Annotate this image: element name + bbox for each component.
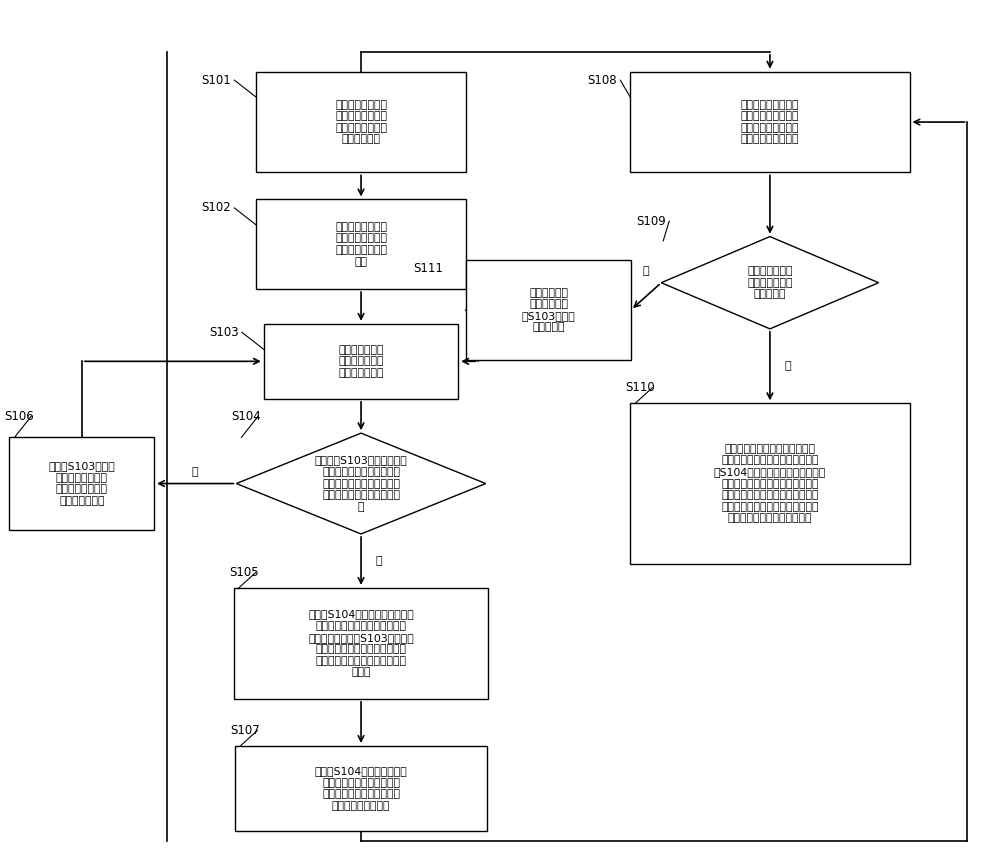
Text: S111: S111 bbox=[413, 262, 443, 275]
Text: S103: S103 bbox=[209, 326, 239, 339]
Polygon shape bbox=[661, 236, 879, 329]
Text: 将步骤S104对应的一条候选路线
的另一个端点加入待遍历节点缓
存空间，并将步骤S103搜索到的
不在所述对应的一条候选路线上
的空闭栅格点加入待遍历节点缓
存: 将步骤S104对应的一条候选路线 的另一个端点加入待遍历节点缓 存空间，并将步骤… bbox=[308, 609, 414, 677]
FancyBboxPatch shape bbox=[630, 72, 910, 172]
Text: S105: S105 bbox=[229, 566, 259, 579]
Text: 从所述的待遍历节点
缓存空间内选择出路
径代价和值最小的节
点作为下一个父节点: 从所述的待遍历节点 缓存空间内选择出路 径代价和值最小的节 点作为下一个父节点 bbox=[741, 99, 799, 145]
FancyBboxPatch shape bbox=[264, 324, 458, 399]
Text: S107: S107 bbox=[230, 724, 260, 737]
Text: S101: S101 bbox=[202, 74, 231, 86]
Text: 在栅格地图中设置
导航起点和导航终
点，并创建待遍历
节点缓存空间: 在栅格地图中设置 导航起点和导航终 点，并创建待遍历 节点缓存空间 bbox=[335, 99, 387, 145]
FancyBboxPatch shape bbox=[630, 403, 910, 564]
FancyBboxPatch shape bbox=[235, 746, 487, 831]
Text: 将导航起点设置为
当前父节点，并加
入待遍历节点缓存
空间: 将导航起点设置为 当前父节点，并加 入待遍历节点缓存 空间 bbox=[335, 222, 387, 267]
FancyBboxPatch shape bbox=[234, 588, 488, 698]
Text: S109: S109 bbox=[636, 215, 666, 228]
Text: 判断所述下一个
父节点是否为所
述导航终点: 判断所述下一个 父节点是否为所 述导航终点 bbox=[747, 266, 793, 300]
FancyBboxPatch shape bbox=[9, 437, 154, 530]
Text: 将步骤S103在邻域
搜索到的空闭栅格
点加入所述待遍历
节点缓存空间内: 将步骤S103在邻域 搜索到的空闭栅格 点加入所述待遍历 节点缓存空间内 bbox=[48, 461, 115, 506]
Text: 以当前父节点为
中心在栅格地图
中进行邻域搜索: 以当前父节点为 中心在栅格地图 中进行邻域搜索 bbox=[338, 345, 384, 378]
Text: S108: S108 bbox=[588, 74, 617, 86]
Text: 判断步骤S103在邻域搜索到
的子节点是否属于预先搜索
出的候选路线坐标集合内对
应的一条候选路线的一个端
点: 判断步骤S103在邻域搜索到 的子节点是否属于预先搜索 出的候选路线坐标集合内对… bbox=[315, 455, 407, 512]
Text: S106: S106 bbox=[5, 409, 34, 423]
Text: 否: 否 bbox=[192, 467, 199, 477]
Text: 将步骤S104对应的一条候选
路线的两个端点之间的所有
中间节点与该端点都设置为
不可重复搜索的节点: 将步骤S104对应的一条候选 路线的两个端点之间的所有 中间节点与该端点都设置为… bbox=[315, 766, 407, 811]
Text: S104: S104 bbox=[231, 409, 261, 423]
Text: 是: 是 bbox=[376, 556, 382, 566]
Polygon shape bbox=[236, 433, 486, 534]
Text: 否: 否 bbox=[643, 265, 649, 276]
FancyBboxPatch shape bbox=[256, 72, 466, 172]
Text: S110: S110 bbox=[625, 381, 655, 395]
FancyBboxPatch shape bbox=[256, 199, 466, 289]
Text: S102: S102 bbox=[202, 201, 231, 215]
Text: 是: 是 bbox=[785, 361, 791, 371]
Text: 基于前述记录的父节点的位置信
息，从所述导航终点开始，除了步
骤S104所述候选路线的所有中间节
点及其相应的一个端点之外，依次
连接子节点及其父节点，直至连接: 基于前述记录的父节点的位置信 息，从所述导航终点开始，除了步 骤S104所述候选… bbox=[714, 443, 826, 523]
FancyBboxPatch shape bbox=[466, 259, 631, 360]
Text: 将所述下一个
父节点更新步
骤S103所述的
当前父节点: 将所述下一个 父节点更新步 骤S103所述的 当前父节点 bbox=[522, 288, 575, 332]
